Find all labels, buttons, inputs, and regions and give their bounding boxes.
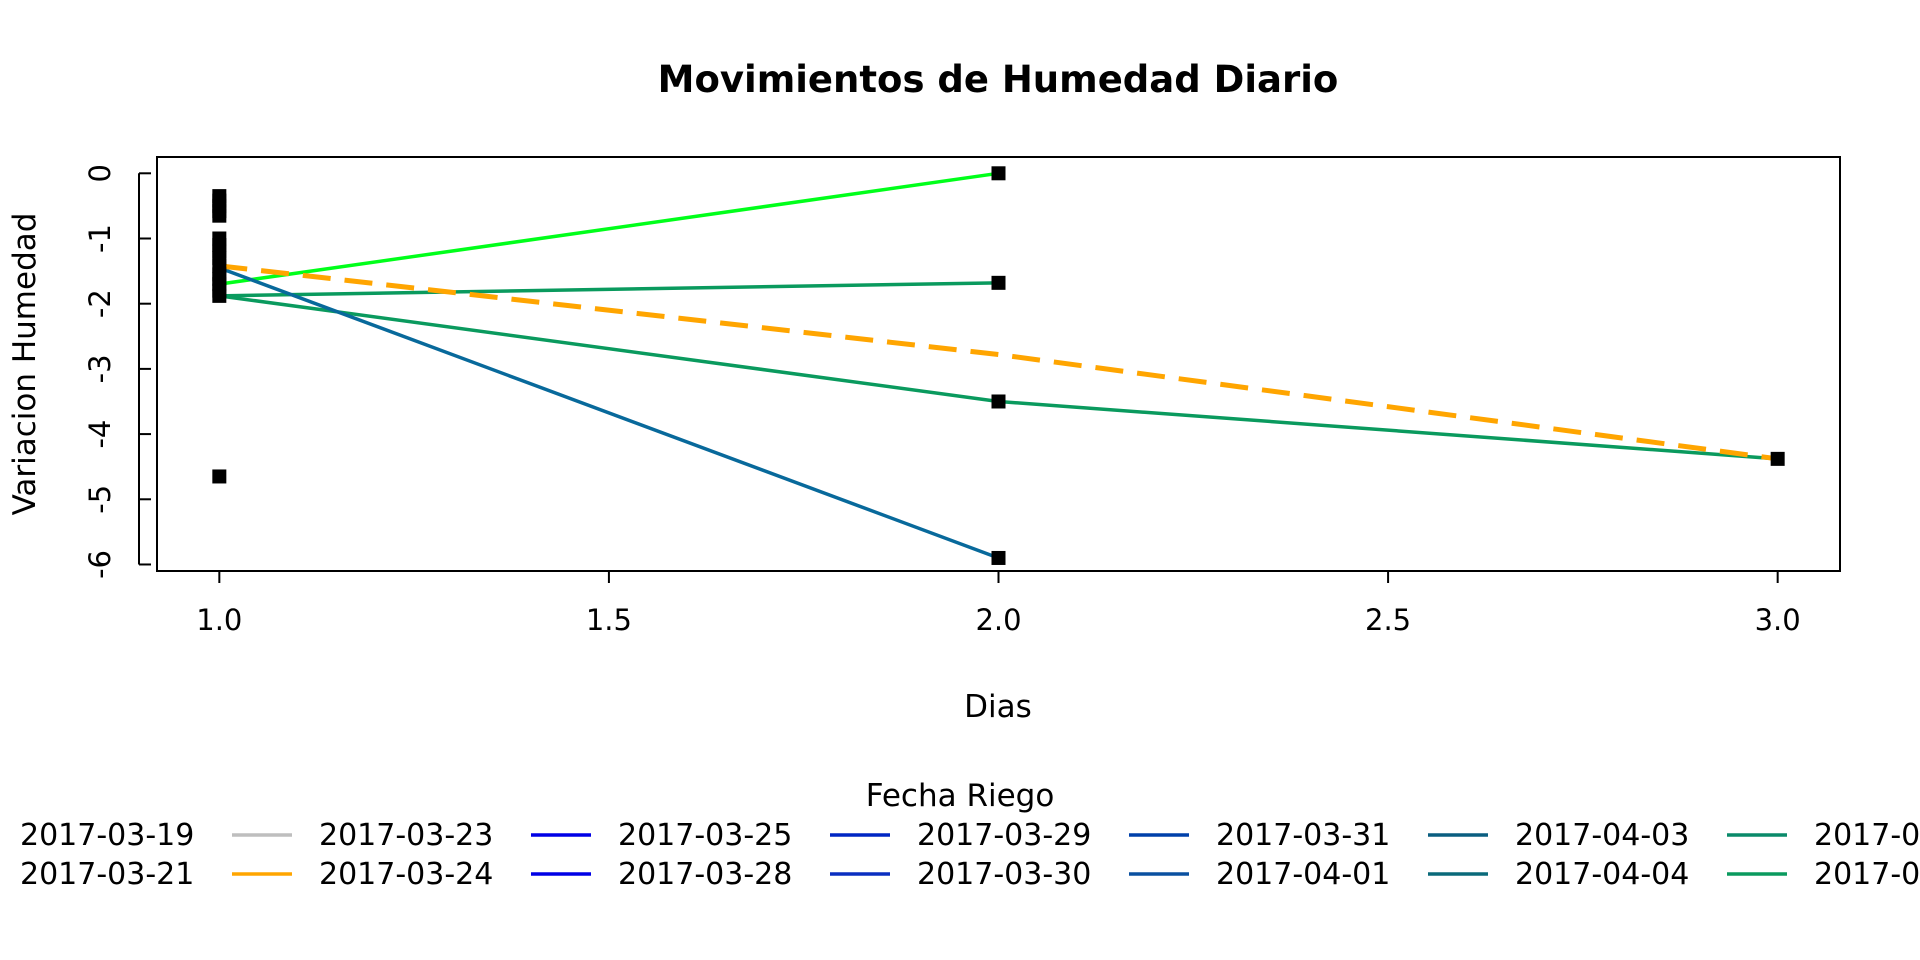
y-axis-label: Variacion Humedad	[7, 213, 43, 516]
points-layer	[212, 166, 1785, 565]
x-tick-label: 2.0	[975, 603, 1021, 637]
legend-entry-label: 2017-04-03	[1515, 818, 1689, 853]
plot-frame	[156, 156, 1841, 572]
y-tick-label: -1	[83, 224, 117, 253]
series-line	[219, 171, 999, 286]
legend-entry-label: 2017-03-28	[618, 857, 792, 892]
series-line	[219, 294, 1778, 461]
legend-entry-label: 2017-03-19	[20, 818, 194, 853]
legend-entry-label: 2017-0	[1814, 857, 1920, 892]
data-point	[991, 275, 1006, 290]
legend-entry-label: 2017-04-04	[1515, 857, 1689, 892]
y-tick-label: -3	[83, 354, 117, 383]
y-tick-label: 0	[83, 164, 117, 182]
legend-entry-label: 2017-03-21	[20, 857, 194, 892]
y-tick-label: -2	[83, 289, 117, 318]
x-axis-label: Dias	[964, 689, 1032, 725]
series-line	[218, 266, 1000, 560]
data-point	[991, 394, 1006, 409]
series-line	[219, 263, 1778, 462]
data-point	[212, 288, 227, 303]
axes: 1.0 1.5 2.0 2.5 3.0 0 -1 -2 -3 -4 -5 -6	[83, 164, 1801, 637]
legend: 2017-03-19 2017-03-21 2017-03-23 2017-03-24…	[20, 818, 1920, 892]
x-tick-label: 3.0	[1755, 603, 1801, 637]
y-tick-label: -6	[83, 550, 117, 579]
legend-entry-label: 2017-0	[1814, 818, 1920, 853]
y-tick-label: -5	[83, 485, 117, 514]
legend-entry-label: 2017-03-23	[319, 818, 493, 853]
data-point	[212, 469, 227, 484]
x-tick-label: 2.5	[1365, 603, 1411, 637]
series-layer	[218, 171, 1778, 560]
data-point	[1770, 451, 1785, 466]
x-tick-label: 1.5	[586, 603, 632, 637]
series-line	[219, 281, 999, 298]
legend-entry-label: 2017-03-25	[618, 818, 792, 853]
legend-entry-label: 2017-03-24	[319, 857, 493, 892]
data-point	[991, 550, 1006, 565]
legend-title: Fecha Riego	[866, 778, 1055, 814]
data-point	[991, 166, 1006, 181]
x-tick-label: 1.0	[196, 603, 242, 637]
legend-entry-label: 2017-03-30	[917, 857, 1091, 892]
legend-entry-label: 2017-03-31	[1216, 818, 1390, 853]
chart-title: Movimientos de Humedad Diario	[658, 58, 1339, 101]
legend-entry-label: 2017-04-01	[1216, 857, 1390, 892]
data-point	[212, 208, 227, 223]
legend-entry-label: 2017-03-29	[917, 818, 1091, 853]
y-tick-label: -4	[83, 420, 117, 449]
